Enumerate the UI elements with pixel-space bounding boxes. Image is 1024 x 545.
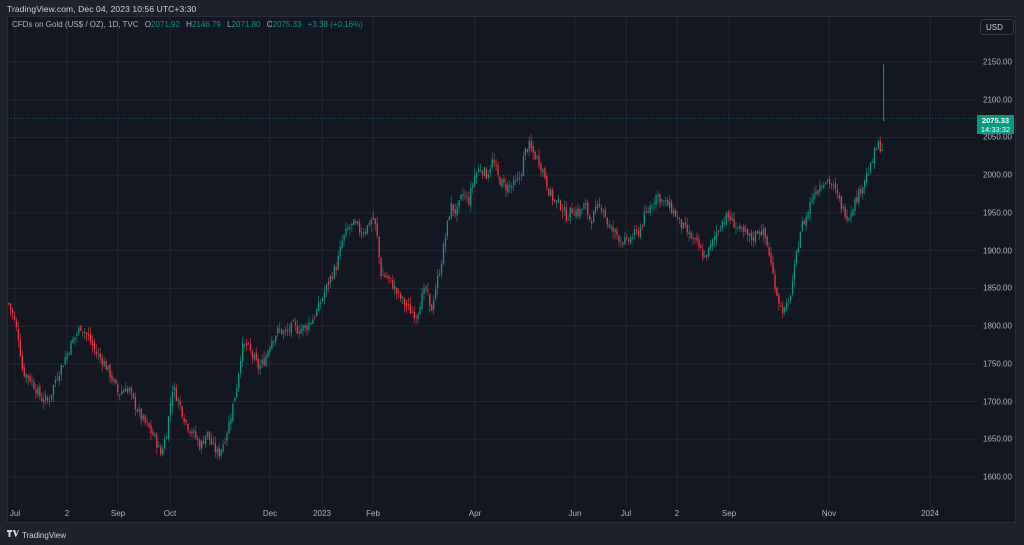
price-tick-label: 1700.00 [983,397,1012,407]
open-label: O [144,20,152,29]
price-tick-label: 1650.00 [983,434,1012,444]
price-tick-label: 2100.00 [983,95,1012,105]
currency-button[interactable]: USD [980,19,1014,35]
price-tick-label: 1850.00 [983,283,1012,293]
change-value: +3.38 (+0.16%) [307,20,363,29]
low-value: 2071.80 [231,20,261,29]
price-tick-label: 1750.00 [983,359,1012,369]
time-tick-label: Sep [110,509,126,518]
price-tick-label: 2000.00 [983,170,1012,180]
high-label: H [186,20,192,29]
time-tick-label: Jul [9,509,21,518]
time-tick-label: 2024 [921,509,939,518]
price-tick-label: 2150.00 [983,57,1012,67]
time-tick-label: Nov [821,509,837,518]
symbol-name[interactable]: CFDs on Gold (US$ / OZ), 1D, TVC [12,20,139,29]
price-tick-label: 1800.00 [983,321,1012,331]
time-tick-label: 2023 [313,509,331,518]
price-tick-label: 1600.00 [983,472,1012,482]
close-value: 2075.33 [272,20,302,29]
candles [8,64,885,461]
time-tick-label: Sep [721,509,737,518]
bar-countdown: 14:33:32 [980,125,1011,134]
time-tick-label: 2 [64,509,70,518]
price-tick-label: 2050.00 [983,132,1012,142]
time-tick-label: Jul [620,509,632,518]
last-price-badge: 2075.33 14:33:32 [977,115,1014,134]
high-value: 2146.79 [191,20,221,29]
time-tick-label: 2 [674,509,680,518]
time-tick-label: Dec [262,509,278,518]
tradingview-logo[interactable]: TradingView [7,530,66,540]
time-tick-label: Oct [163,509,177,518]
price-tick-label: 1900.00 [983,246,1012,256]
close-label: C [266,20,273,29]
chart-pane[interactable] [7,16,1016,523]
last-price-value: 2075.33 [981,116,1010,125]
low-label: L [227,20,232,29]
open-value: 2071.92 [151,20,180,29]
ohlc-legend: CFDs on Gold (US$ / OZ), 1D, TVC O2071.9… [12,20,363,29]
brand-name: TradingView [22,530,67,540]
price-tick-label: 1950.00 [983,208,1012,218]
time-tick-label: Feb [366,509,380,518]
tv-logo-icon [7,530,19,540]
time-tick-label: Jun [568,509,582,518]
time-tick-label: Apr [468,509,482,518]
page-title: TradingView.com, Dec 04, 2023 10:56 UTC+… [7,4,197,14]
chart-grid [8,17,976,505]
